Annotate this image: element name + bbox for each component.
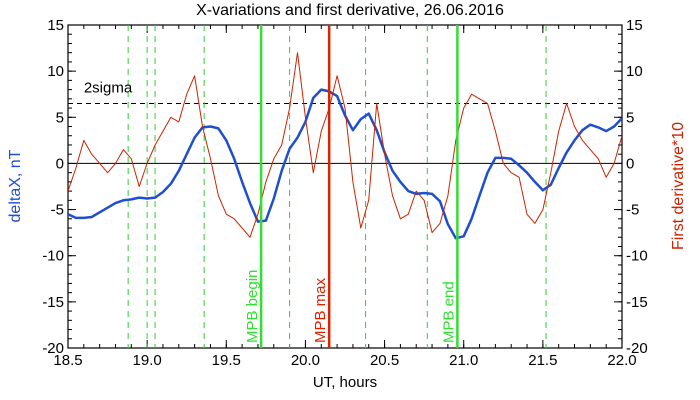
mpb-label: MPB begin [244,270,261,343]
mpb-label: MPB max [312,277,329,343]
y-tick-label-left: -20 [42,340,64,357]
x-tick-label: 20.0 [291,352,320,369]
y-tick-label-right: -5 [626,202,639,219]
y-axis-label-left: deltaX, nT [7,149,24,222]
y-tick-label-right: 5 [626,109,634,126]
x-tick-label: 21.5 [528,352,557,369]
x-axis-label: UT, hours [313,374,377,391]
mpb-label: MPB end [440,281,457,343]
y-tick-label-right: 0 [626,155,634,172]
series-line-derivative [68,52,622,238]
y-tick-label-left: 5 [56,109,64,126]
y-tick-label-right: 15 [626,17,643,34]
plot-frame [67,24,623,349]
x-tick-label: 21.0 [449,352,478,369]
y-tick-label-left: 10 [47,63,64,80]
x-tick-label: 19.5 [212,352,241,369]
y-tick-label-right: 10 [626,63,643,80]
y-tick-label-left: -5 [51,202,64,219]
y-tick-label-left: -15 [42,294,64,311]
y-tick-label-left: -10 [42,248,64,265]
chart-title: X-variations and first derivative, 26.06… [196,2,504,19]
y-tick-label-right: -20 [626,340,648,357]
x-tick-label: 22.0 [607,352,636,369]
y-tick-label-left: 15 [47,17,64,34]
y-tick-label-right: -10 [626,248,648,265]
x-tick-label: 20.5 [370,352,399,369]
y-axis-label-right: First derivative*10 [670,122,687,250]
x-tick-label: 19.0 [133,352,162,369]
y-tick-label-right: -15 [626,294,648,311]
y-tick-label-left: 0 [56,155,64,172]
sigma-label: 2sigma [84,79,133,96]
series-line-deltaX [68,88,622,240]
x-tick-label: 18.5 [53,352,82,369]
